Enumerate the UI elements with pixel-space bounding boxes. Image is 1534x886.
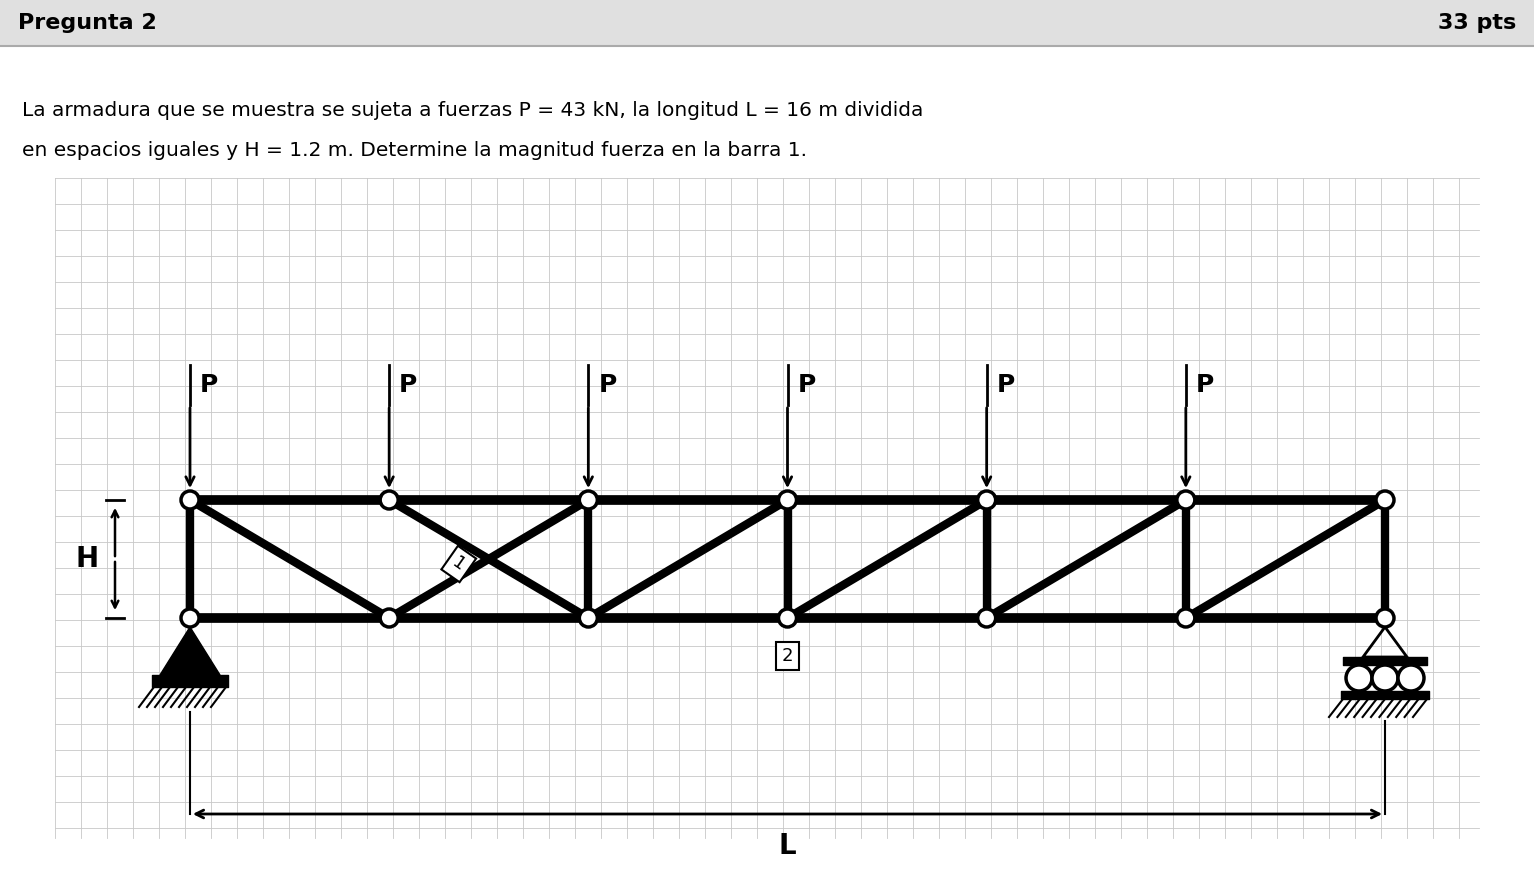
Text: P: P [798,373,816,397]
Circle shape [1177,491,1195,509]
Text: H: H [75,545,98,573]
Circle shape [1376,609,1394,627]
Text: 33 pts: 33 pts [1437,13,1516,33]
Circle shape [580,491,597,509]
Circle shape [1397,665,1424,691]
Circle shape [580,609,597,627]
Text: P: P [1197,373,1213,397]
Text: P: P [399,373,417,397]
Circle shape [1371,665,1397,691]
Circle shape [181,609,199,627]
Text: 2: 2 [782,647,793,665]
Circle shape [181,491,199,509]
Text: L: L [779,832,796,860]
Circle shape [778,609,796,627]
Polygon shape [160,627,219,675]
Text: en espacios iguales y H = 1.2 m. Determine la magnitud fuerza en la barra 1.: en espacios iguales y H = 1.2 m. Determi… [21,141,807,159]
Text: Pregunta 2: Pregunta 2 [18,13,156,33]
Circle shape [1345,665,1371,691]
Circle shape [1376,491,1394,509]
Circle shape [380,609,399,627]
Text: La armadura que se muestra se sujeta a fuerzas P = 43 kN, la longitud L = 16 m d: La armadura que se muestra se sujeta a f… [21,100,923,120]
Circle shape [778,491,796,509]
Circle shape [1177,609,1195,627]
Text: P: P [997,373,1016,397]
Text: P: P [199,373,218,397]
Bar [0,0,1534,46]
Text: P: P [598,373,617,397]
Text: 1: 1 [449,554,468,575]
Circle shape [977,491,996,509]
Circle shape [380,491,399,509]
Circle shape [977,609,996,627]
